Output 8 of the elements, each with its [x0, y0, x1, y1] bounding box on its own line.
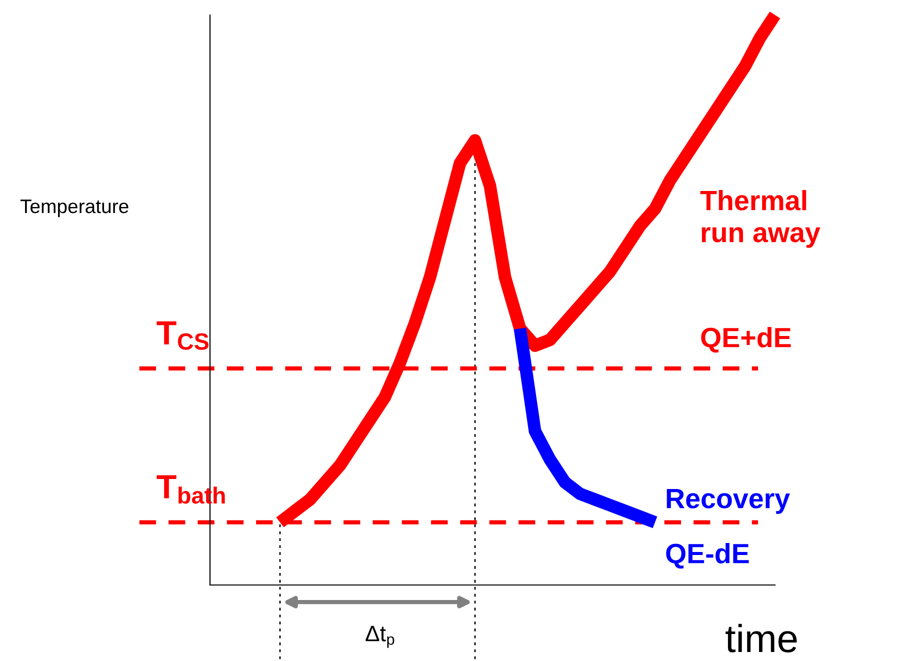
x-axis-title: time: [726, 624, 797, 652]
text: Δt$_{p}$: [366, 626, 394, 648]
series-label: Thermal run away: [700, 190, 820, 248]
annotation: QE+dE: [701, 327, 791, 353]
ref-line-label: T$_{CS}$: [156, 321, 208, 350]
series-label: Recovery: [666, 489, 790, 514]
text: Temperature: [20, 200, 128, 218]
annotation: QE-dE: [666, 543, 749, 569]
